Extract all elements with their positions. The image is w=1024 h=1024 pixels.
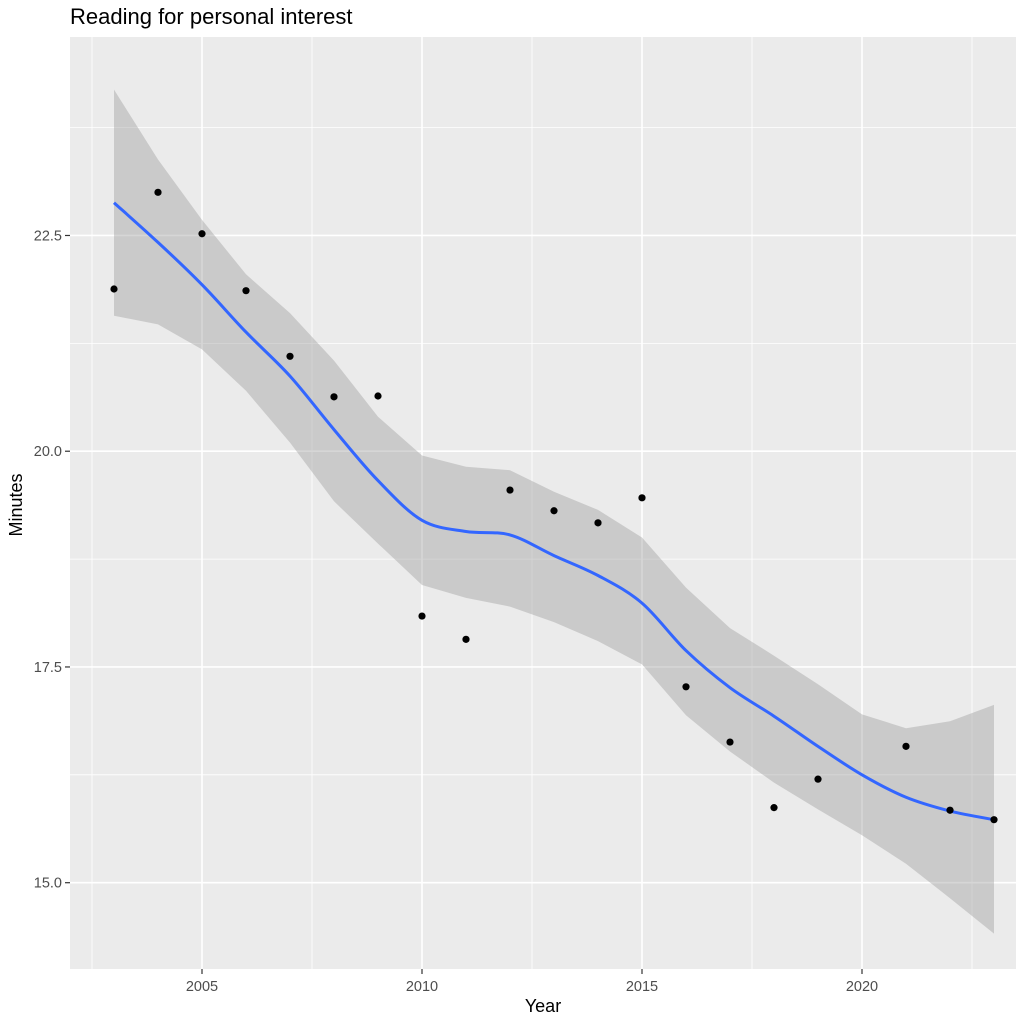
- data-point: [154, 188, 162, 196]
- data-point: [946, 806, 954, 814]
- y-axis: 15.0 17.5 20.0 22.5: [34, 228, 70, 892]
- data-point: [726, 738, 734, 746]
- grid-minor: [70, 37, 1016, 969]
- y-tick-label: 22.5: [34, 228, 62, 244]
- data-point: [902, 742, 910, 750]
- grid-major: [70, 37, 1016, 969]
- data-point: [990, 816, 998, 824]
- x-axis-title: Year: [525, 996, 561, 1016]
- data-point: [242, 287, 250, 295]
- data-point: [550, 507, 558, 515]
- data-point: [638, 494, 646, 502]
- data-point: [814, 775, 822, 783]
- data-point: [418, 612, 426, 620]
- data-point: [770, 804, 778, 812]
- y-tick-label: 20.0: [34, 444, 62, 460]
- y-axis-title: Minutes: [6, 473, 26, 536]
- data-point: [286, 352, 294, 360]
- data-point: [374, 392, 382, 400]
- x-axis: 2005 2010 2015 2020: [186, 969, 878, 995]
- data-points: [110, 188, 998, 824]
- data-point: [330, 393, 338, 401]
- chart-title: Reading for personal interest: [70, 4, 353, 29]
- y-tick-label: 17.5: [34, 660, 62, 676]
- y-tick-label: 15.0: [34, 876, 62, 892]
- data-point: [594, 519, 602, 527]
- data-point: [198, 230, 206, 238]
- data-point: [110, 285, 118, 293]
- x-tick-label: 2005: [186, 979, 218, 995]
- x-tick-label: 2010: [406, 979, 438, 995]
- data-point: [462, 635, 470, 643]
- x-tick-label: 2015: [626, 979, 658, 995]
- x-tick-label: 2020: [846, 979, 878, 995]
- plot-panel: [70, 37, 1016, 969]
- data-point: [682, 683, 690, 691]
- data-point: [506, 486, 514, 494]
- smooth-line: [112, 201, 995, 822]
